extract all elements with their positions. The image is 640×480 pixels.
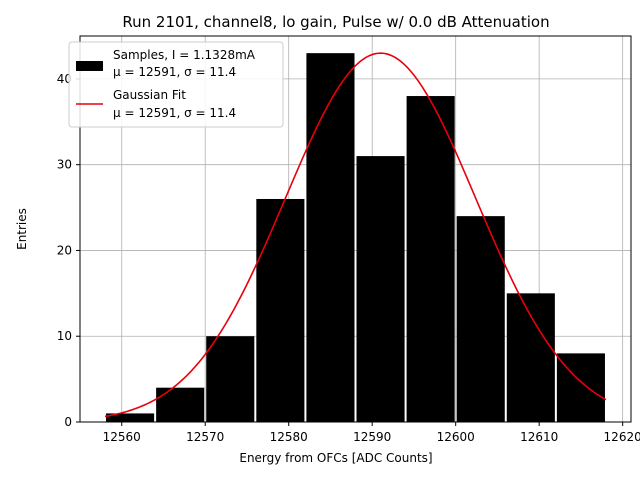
legend-box	[68, 41, 284, 128]
x-tick-label: 12560	[103, 430, 141, 444]
histogram-bar	[206, 336, 255, 422]
legend-samples-label: Samples, I = 1.1328mA	[113, 48, 256, 62]
histogram-bar	[406, 96, 455, 423]
x-tick-label: 12600	[437, 430, 475, 444]
x-tick-label: 12580	[270, 430, 308, 444]
x-tick-label: 12570	[186, 430, 224, 444]
histogram-bar	[456, 216, 505, 422]
histogram-bar	[356, 156, 405, 423]
gaussian-fit-curve	[104, 52, 607, 418]
legend-fit-stats: μ = 12591, σ = 11.4	[113, 106, 236, 120]
legend-fit-label: Gaussian Fit	[113, 88, 186, 102]
legend: Samples, I = 1.1328mA μ = 12591, σ = 11.…	[68, 41, 284, 128]
legend-samples-stats: μ = 12591, σ = 11.4	[113, 65, 236, 79]
x-tick-label: 12620	[604, 430, 640, 444]
y-tick-label: 10	[57, 329, 72, 343]
chart-title: Run 2101, channel8, lo gain, Pulse w/ 0.…	[122, 13, 549, 31]
y-tick-label: 40	[57, 72, 72, 86]
legend-samples-swatch	[76, 61, 103, 71]
histogram-bar	[506, 293, 555, 422]
histogram-bar	[306, 53, 355, 423]
x-tick-label: 12610	[520, 430, 558, 444]
histogram-bar	[156, 387, 205, 422]
y-tick-label: 20	[57, 243, 72, 257]
x-axis-ticks: 12560 12570 12580 12590 12600 12610 12620	[103, 422, 640, 444]
y-axis-ticks: 0 10 20 30 40	[57, 72, 80, 429]
gaussian-fit-line	[104, 52, 607, 418]
y-tick-label: 0	[64, 415, 72, 429]
plot-frame	[79, 35, 632, 423]
histogram-bar	[106, 413, 155, 422]
y-axis-label: Entries	[15, 208, 29, 250]
x-tick-label: 12590	[353, 430, 391, 444]
x-axis-label: Energy from OFCs [ADC Counts]	[239, 451, 432, 465]
y-tick-label: 30	[57, 158, 72, 172]
histogram-bar	[256, 198, 305, 422]
